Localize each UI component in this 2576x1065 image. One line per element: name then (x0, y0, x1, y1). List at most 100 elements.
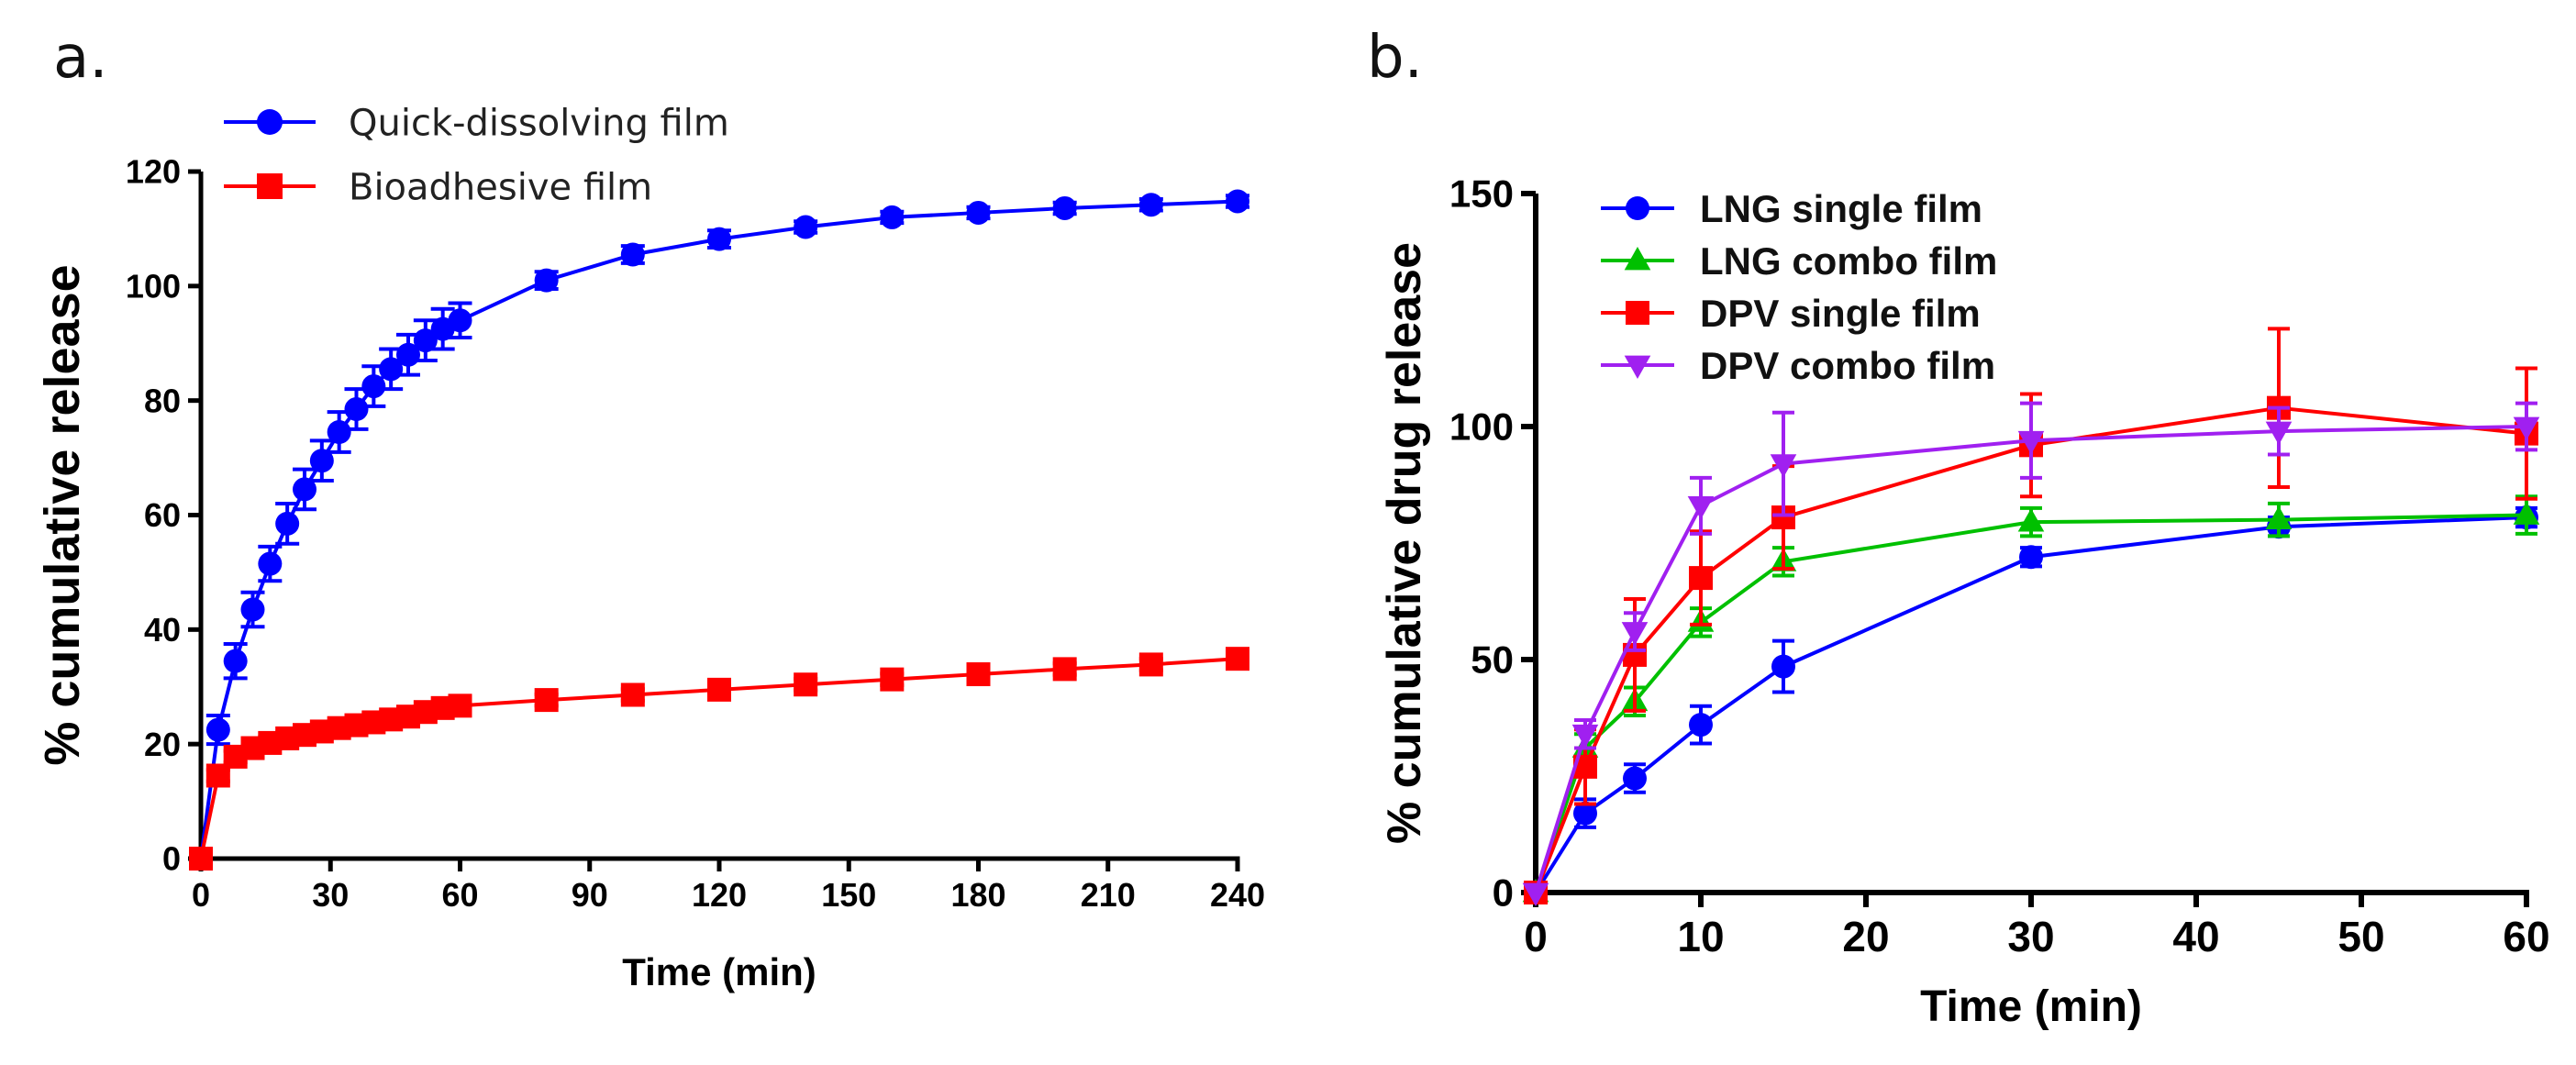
x-tick-label: 0 (192, 876, 210, 914)
series-line (1534, 516, 2527, 894)
x-tick-label: 90 (572, 876, 608, 914)
data-point (880, 205, 905, 229)
data-point (880, 667, 905, 692)
data-point (1623, 766, 1647, 791)
y-tick-label: 80 (144, 382, 181, 419)
legend-marker (257, 109, 283, 135)
data-point (534, 268, 559, 293)
x-tick-label: 10 (1677, 913, 1724, 960)
data-point (413, 328, 438, 353)
legend-marker (1624, 355, 1651, 379)
series-line (1534, 513, 2527, 893)
data-point (1771, 654, 1795, 679)
legend-label: LNG single film (1700, 187, 1982, 230)
data-point (2513, 416, 2540, 440)
data-point (2265, 505, 2293, 529)
data-point (2265, 421, 2293, 446)
data-point (275, 511, 300, 536)
y-tick-label: 20 (144, 726, 181, 763)
x-tick-label: 210 (1081, 876, 1136, 914)
data-point (794, 672, 818, 697)
x-tick-label: 60 (2503, 913, 2549, 960)
data-point (794, 215, 818, 239)
y-tick-label: 50 (1471, 638, 1514, 682)
legend-marker (257, 173, 283, 199)
x-axis-title: Time (min) (1920, 982, 2142, 1031)
data-point (189, 847, 213, 871)
data-point (1571, 724, 1599, 749)
series-dpv-combo-film (1522, 401, 2540, 906)
series-line (199, 199, 1238, 860)
data-point (2017, 508, 2045, 532)
data-point (1621, 622, 1649, 646)
x-tick-label: 40 (2172, 913, 2219, 960)
data-point (1770, 454, 1797, 478)
data-point (2019, 545, 2043, 570)
y-tick-label: 0 (162, 840, 181, 878)
legend-marker (1624, 247, 1651, 271)
x-tick-label: 30 (312, 876, 349, 914)
panel-b-label: b. (1367, 24, 1423, 92)
series-bioadhesive-film (189, 647, 1249, 871)
data-point (1138, 652, 1163, 677)
series-quick-dissolving-film (189, 189, 1249, 871)
data-point (1522, 882, 1549, 906)
legend-label: Quick-dissolving film (349, 102, 729, 144)
x-tick-label: 50 (2337, 913, 2384, 960)
x-tick-label: 180 (950, 876, 1005, 914)
data-point (2017, 430, 2045, 455)
data-point (1689, 566, 1713, 591)
data-point (344, 397, 369, 422)
data-point (620, 682, 645, 707)
legend-marker (1626, 301, 1649, 325)
data-point (1689, 713, 1713, 738)
data-point (293, 477, 316, 502)
y-tick-label: 150 (1449, 172, 1514, 216)
y-tick-label: 0 (1493, 871, 1514, 915)
data-point (966, 200, 991, 225)
data-point (620, 242, 645, 267)
y-tick-label: 100 (126, 267, 181, 305)
data-point (258, 551, 283, 576)
x-axis-title: Time (min) (622, 950, 816, 993)
y-tick-label: 100 (1449, 405, 1514, 449)
data-point (448, 693, 472, 718)
data-point (1052, 657, 1077, 682)
y-tick-label: 60 (144, 496, 181, 534)
data-point (1573, 801, 1597, 826)
legend-label: LNG combo film (1700, 239, 1997, 283)
y-tick-label: 120 (126, 153, 181, 191)
data-point (379, 357, 404, 382)
legend: LNG single film LNG combo film DPV single … (1601, 187, 1997, 387)
data-point (1687, 495, 1715, 520)
y-axis-title: % cumulative release (35, 264, 90, 765)
data-point (1138, 193, 1163, 217)
data-point (2513, 501, 2540, 525)
x-tick-label: 60 (441, 876, 478, 914)
x-tick-label: 30 (2007, 913, 2054, 960)
x-tick-label: 150 (821, 876, 876, 914)
data-point (1052, 195, 1077, 220)
panel-a-label: a. (53, 24, 108, 92)
data-point (707, 227, 731, 251)
legend-label: DPV single film (1700, 292, 1981, 335)
legend-label: Bioadhesive film (349, 166, 652, 208)
data-point (205, 717, 230, 742)
data-point (1226, 189, 1249, 214)
legend: Quick-dissolving film Bioadhesive film (224, 102, 729, 208)
data-point (966, 662, 991, 687)
x-tick-label: 20 (1842, 913, 1889, 960)
data-point (396, 342, 420, 367)
x-tick-label: 120 (692, 876, 747, 914)
y-axis-title: % cumulative drug release (1378, 242, 1431, 844)
data-point (309, 449, 334, 473)
legend-label: DPV combo film (1700, 344, 1995, 387)
panel-b: b. 0 10 20 30 40 50 60 0 50 100 150 Time (min) % cum… (1367, 24, 2550, 1031)
data-point (1226, 647, 1249, 671)
data-point (223, 649, 248, 673)
x-tick-label: 240 (1210, 876, 1265, 914)
y-tick-label: 40 (144, 611, 181, 649)
data-point (707, 677, 731, 702)
data-point (327, 419, 351, 444)
